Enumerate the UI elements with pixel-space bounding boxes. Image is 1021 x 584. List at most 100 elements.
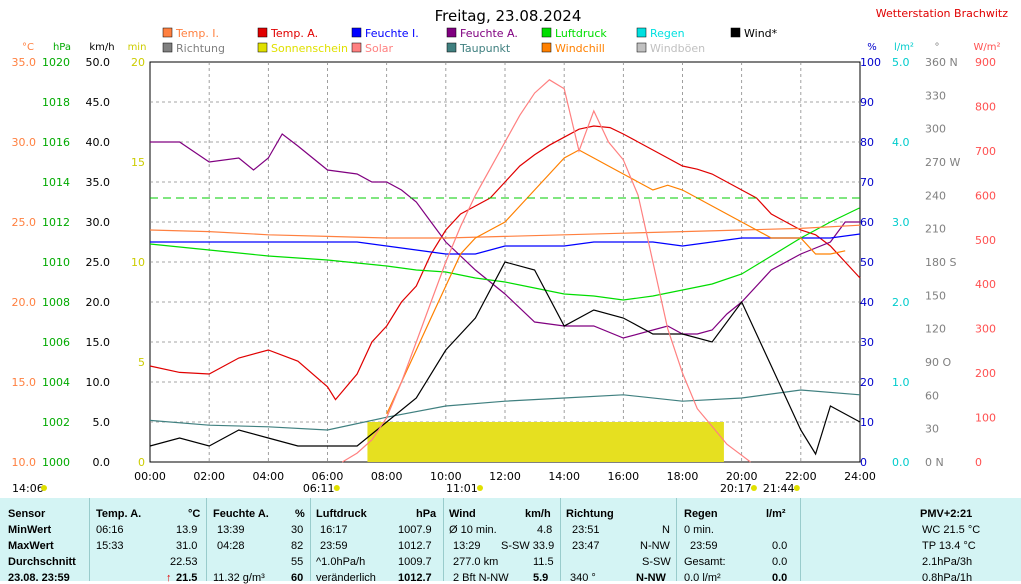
- axis-tick-label: 10: [860, 416, 874, 429]
- stats-time: 23:51: [572, 524, 600, 536]
- stats-row-label: 23.08. 23:59: [8, 572, 70, 584]
- axis-tick-label: 35.0: [12, 56, 37, 69]
- stats-value: 0.0: [772, 556, 788, 568]
- stats-unit: hPa: [416, 508, 437, 520]
- stats-header: Feuchte A.: [213, 508, 269, 520]
- stats-value: 0.0: [772, 572, 788, 584]
- legend-swatch: [541, 27, 552, 38]
- legend-label: Temp. A.: [270, 27, 318, 40]
- stats-header: Regen: [684, 508, 718, 520]
- x-tick-label: 08:00: [371, 470, 403, 483]
- stats-value: 0.0 l/m²: [684, 572, 721, 584]
- legend-label: Feuchte A.: [460, 27, 518, 40]
- axis-tick-label: 2.0: [892, 296, 910, 309]
- legend-swatch: [162, 27, 173, 38]
- series-line: [149, 261, 861, 456]
- legend-label: Solar: [365, 42, 394, 55]
- stats-value: 22.53: [170, 556, 198, 568]
- stats-time: Ø 10 min.: [449, 524, 497, 536]
- stats-col-wind: Wind km/h Ø 10 min. 4.8 13:29 S-SW 33.9 …: [449, 498, 557, 584]
- x-tick-label: 22:00: [785, 470, 817, 483]
- x-tick-label: 24:00: [844, 470, 876, 483]
- stats-time: 23:59: [690, 540, 718, 552]
- stats-header: Sensor: [8, 508, 46, 520]
- axis-tick-label: 30.0: [12, 136, 37, 149]
- time-markers: 14:06 06:11 11:01 20:17 21:44: [12, 482, 800, 495]
- series-line: [150, 133, 860, 339]
- legend-swatch: [446, 42, 457, 53]
- sunshine-area: [367, 422, 724, 462]
- stats-label: Gesamt:: [684, 556, 726, 568]
- axis-tick-label: 45.0: [86, 96, 111, 109]
- axis-tick-label: 100: [975, 412, 996, 425]
- stats-time: 13:39: [217, 524, 245, 536]
- axis-tick-label: 1014: [42, 176, 70, 189]
- series-line: [149, 389, 861, 431]
- axis-tick-label: 1008: [42, 296, 70, 309]
- stats-value: WC 21.5 °C: [922, 524, 981, 536]
- axis-tick-label: 30.0: [86, 216, 111, 229]
- sun-icon: [41, 485, 47, 491]
- legend: Temp. I. Temp. A. Feuchte I. Feuchte A. Luft…: [162, 27, 778, 55]
- axis-tick-label: 50: [860, 256, 874, 269]
- axis-tick-label: 800: [975, 100, 996, 113]
- legend-swatch: [257, 42, 268, 53]
- x-tick-label: 00:00: [134, 470, 166, 483]
- stats-value: N-NW: [636, 572, 666, 584]
- stats-row-label: Durchschnitt: [8, 556, 76, 568]
- axis-tick-label: 30: [925, 423, 939, 436]
- axis-tick-label: 5.0: [892, 56, 910, 69]
- axis-tick-label: 400: [975, 278, 996, 291]
- legend-swatch: [636, 27, 647, 38]
- axis-tick-label: 0: [860, 456, 867, 469]
- stats-time: 15:33: [96, 540, 124, 552]
- axis-tick-label: 20: [131, 56, 145, 69]
- axis-tick-label: 1016: [42, 136, 70, 149]
- stats-value: 21.5: [176, 572, 198, 584]
- legend-swatch: [636, 42, 647, 53]
- stats-header: Richtung: [566, 508, 614, 520]
- axis-ticks: 35.030.025.020.015.010.01020101810161014…: [12, 56, 997, 469]
- sun-icon: [333, 485, 340, 491]
- axis-tick-label: 300: [975, 323, 996, 336]
- stats-value: 1007.9: [398, 524, 432, 536]
- stats-col-humidity: Feuchte A. % 13:39 30 04:28 82 55 11.32 …: [213, 498, 305, 584]
- legend-swatch: [446, 27, 457, 38]
- stats-col-rain: Regen l/m² 0 min. 23:59 0.0 Gesamt: 0.0 …: [684, 498, 796, 584]
- weather-chart: Freitag, 23.08.2024 Wetterstation Brachw…: [12, 7, 1009, 495]
- x-tick-label: 06:00: [312, 470, 344, 483]
- stats-value: 0 min.: [684, 524, 714, 536]
- axis-tick-label: 1018: [42, 96, 70, 109]
- axis-tick-label: 15.0: [12, 376, 37, 389]
- time-marker-label: 11:01: [446, 482, 478, 495]
- series-line: [149, 207, 860, 301]
- stats-value: 13.9: [176, 524, 198, 536]
- stats-value: 4.8: [537, 524, 553, 536]
- sun-icon: [750, 485, 757, 491]
- legend-label: Temp. I.: [175, 27, 219, 40]
- axis-tick-label: 180 S: [925, 256, 956, 269]
- axis-unit: hPa: [53, 42, 71, 53]
- legend-label: Luftdruck: [555, 27, 607, 40]
- station-name: Wetterstation Brachwitz: [876, 7, 1008, 20]
- series-line: [341, 79, 751, 463]
- axis-tick-label: 240: [925, 189, 946, 202]
- stats-value: 11.32 g/m³: [213, 572, 265, 584]
- stats-col-direction: Richtung 23:51 N 23:47 N-NW S-SW 340 ° N…: [566, 498, 672, 584]
- stats-value: 1009.7: [398, 556, 432, 568]
- axis-tick-label: 360 N: [925, 56, 958, 69]
- sun-icon: [793, 485, 800, 491]
- axis-tick-label: 1010: [42, 256, 70, 269]
- stats-row-label: MinWert: [8, 524, 52, 536]
- axis-tick-label: 0: [138, 456, 145, 469]
- axis-tick-label: 25.0: [12, 216, 37, 229]
- time-marker-label: 20:17: [720, 482, 752, 495]
- stats-value: 2.1hPa/3h: [922, 556, 973, 568]
- legend-label: Regen: [650, 27, 685, 40]
- axis-tick-label: 60: [860, 216, 874, 229]
- stats-value: 340 °: [570, 572, 596, 584]
- legend-swatch: [257, 27, 268, 38]
- stats-value: 2 Bft N-NW: [453, 572, 509, 584]
- axis-tick-label: 1000: [42, 456, 70, 469]
- axis-units: °C hPa km/h min% l/m² ° W/m²: [22, 42, 1001, 53]
